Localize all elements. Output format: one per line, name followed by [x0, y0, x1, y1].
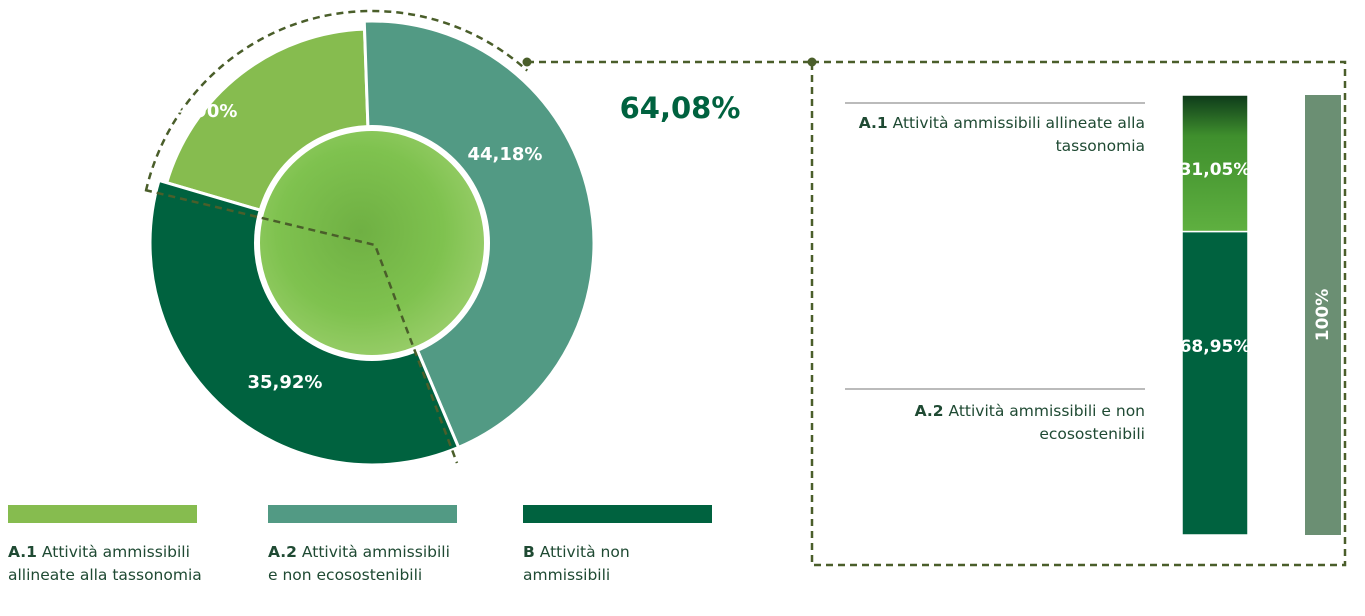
legend-code: B: [523, 543, 535, 561]
value-label: 31,05%: [1180, 160, 1251, 180]
bar-segment: [1181, 230, 1249, 536]
bar-label-code: A.1: [858, 114, 888, 132]
bar-label: A.2 Attività ammissibili e non ecososten…: [845, 400, 1145, 446]
dashed-guide: [144, 188, 459, 464]
bar-label: A.1 Attività ammissibili allineate alla …: [845, 112, 1145, 158]
bar-label-text: Attività ammissibili e non ecosostenibil…: [948, 402, 1145, 443]
legend-entry: A.2 Attività ammissibili e non ecososten…: [268, 541, 463, 587]
bar-segment: [1181, 94, 1249, 233]
legend-text: Attività non ammissibili: [523, 543, 630, 584]
legend-code: A.2: [268, 543, 297, 561]
legend-entry: A.1 Attività ammissibili allineate alla …: [8, 541, 203, 587]
connector-dot: [522, 57, 532, 67]
legend-swatch: [268, 505, 457, 523]
legend-code: A.1: [8, 543, 37, 561]
legend-entry: B Attività non ammissibili: [523, 541, 718, 587]
legend-text: Attività ammissibili e non ecosostenibil…: [268, 543, 450, 584]
value-label: 44,18%: [468, 144, 543, 165]
legend-text: Attività ammissibili allineate alla tass…: [8, 543, 202, 584]
total-label: 100%: [1313, 289, 1333, 342]
annotation: 64,08%: [620, 91, 741, 125]
dashed-box: [810, 60, 1347, 567]
value-label: 35,92%: [248, 372, 323, 393]
total-bar: [1305, 95, 1341, 535]
legend-swatch: [8, 505, 197, 523]
value-label: 19,90%: [163, 101, 238, 122]
value-label: 68,95%: [1180, 337, 1251, 357]
legend-swatch: [523, 505, 712, 523]
bar-label-text: Attività ammissibili allineate alla tass…: [892, 114, 1145, 155]
bar-label-code: A.2: [914, 402, 944, 420]
dashed-arc: [144, 9, 529, 192]
